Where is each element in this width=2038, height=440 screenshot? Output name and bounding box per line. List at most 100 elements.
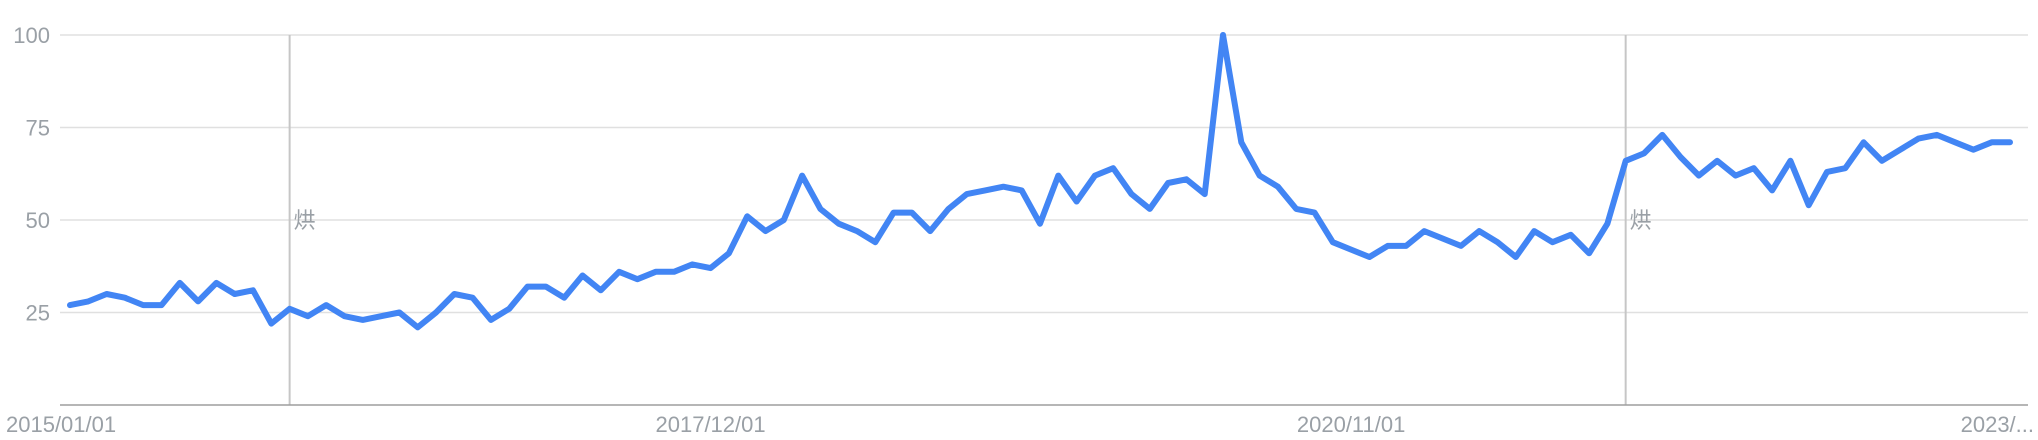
data-point[interactable] [1237,138,1245,146]
data-point[interactable] [341,312,349,320]
data-point[interactable] [1494,238,1502,246]
data-point[interactable] [963,190,971,198]
data-point[interactable] [1951,138,1959,146]
data-point[interactable] [780,216,788,224]
data-point[interactable] [670,268,678,276]
data-point[interactable] [761,227,769,235]
data-point[interactable] [450,290,458,298]
data-point[interactable] [1274,183,1282,191]
annotation-marker-label[interactable]: 烘 [294,208,316,233]
data-point[interactable] [1475,227,1483,235]
data-point[interactable] [194,297,202,305]
data-point[interactable] [1457,242,1465,250]
data-point[interactable] [1622,157,1630,165]
data-point[interactable] [1018,186,1026,194]
data-point[interactable] [469,294,477,302]
data-point[interactable] [1860,138,1868,146]
data-point[interactable] [66,301,74,309]
data-point[interactable] [890,209,898,217]
data-point[interactable] [1347,246,1355,254]
data-point[interactable] [1054,172,1062,180]
data-point[interactable] [1073,198,1081,206]
data-point[interactable] [560,294,568,302]
data-point[interactable] [1768,186,1776,194]
data-point[interactable] [1695,172,1703,180]
data-point[interactable] [1841,164,1849,172]
data-point[interactable] [798,172,806,180]
data-point[interactable] [432,309,440,317]
data-point[interactable] [816,205,824,213]
data-point[interactable] [1988,138,1996,146]
data-point[interactable] [1548,238,1556,246]
data-point[interactable] [908,209,916,217]
data-point[interactable] [1402,242,1410,250]
data-point[interactable] [1823,168,1831,176]
data-point[interactable] [1896,146,1904,154]
data-point[interactable] [578,272,586,280]
data-point[interactable] [1640,149,1648,157]
data-point[interactable] [304,312,312,320]
data-point[interactable] [944,205,952,213]
data-point[interactable] [1036,220,1044,228]
data-point[interactable] [212,279,220,287]
data-point[interactable] [1256,172,1264,180]
data-point[interactable] [2006,138,2014,146]
data-point[interactable] [981,186,989,194]
data-point[interactable] [1146,205,1154,213]
data-point[interactable] [707,264,715,272]
data-point[interactable] [414,323,422,331]
data-point[interactable] [1567,231,1575,239]
data-point[interactable] [267,320,275,328]
data-point[interactable] [1603,220,1611,228]
data-point[interactable] [1878,157,1886,165]
data-point[interactable] [1805,201,1813,209]
data-point[interactable] [377,312,385,320]
data-point[interactable] [1201,190,1209,198]
data-point[interactable] [652,268,660,276]
data-point[interactable] [121,294,129,302]
data-point[interactable] [322,301,330,309]
data-point[interactable] [926,227,934,235]
data-point[interactable] [725,249,733,257]
data-point[interactable] [1329,238,1337,246]
data-point[interactable] [1914,135,1922,143]
data-point[interactable] [1091,172,1099,180]
data-point[interactable] [103,290,111,298]
data-point[interactable] [1512,253,1520,261]
data-point[interactable] [176,279,184,287]
data-point[interactable] [542,283,550,291]
data-point[interactable] [1969,146,1977,154]
data-point[interactable] [1384,242,1392,250]
data-point[interactable] [1658,131,1666,139]
data-point[interactable] [688,260,696,268]
data-point[interactable] [1530,227,1538,235]
data-point[interactable] [359,316,367,324]
data-point[interactable] [1439,235,1447,243]
data-point[interactable] [84,297,92,305]
data-point[interactable] [633,275,641,283]
data-point[interactable] [158,301,166,309]
data-point[interactable] [1164,179,1172,187]
data-point[interactable] [1933,131,1941,139]
data-point[interactable] [1677,153,1685,161]
data-point[interactable] [1713,157,1721,165]
data-point[interactable] [835,220,843,228]
data-point[interactable] [1182,175,1190,183]
data-point[interactable] [249,286,257,294]
data-point[interactable] [1786,157,1794,165]
data-point[interactable] [1311,209,1319,217]
data-point[interactable] [1750,164,1758,172]
data-point[interactable] [487,316,495,324]
data-point[interactable] [1365,253,1373,261]
data-point[interactable] [743,212,751,220]
data-point[interactable] [1731,172,1739,180]
data-point[interactable] [1109,164,1117,172]
data-point[interactable] [1292,205,1300,213]
annotation-marker-label[interactable]: 烘 [1630,208,1652,233]
data-point[interactable] [1128,190,1136,198]
data-point[interactable] [395,309,403,317]
data-point[interactable] [1585,249,1593,257]
data-point[interactable] [871,238,879,246]
data-point[interactable] [139,301,147,309]
data-point[interactable] [597,286,605,294]
